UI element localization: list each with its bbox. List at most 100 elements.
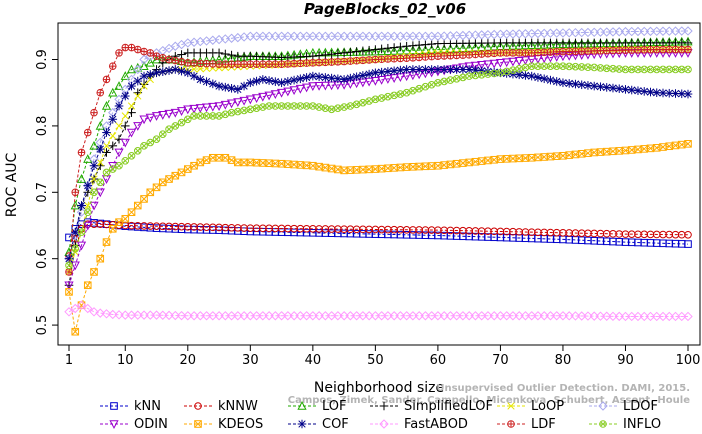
data-point-cof — [258, 75, 268, 84]
data-point-odin — [470, 61, 481, 71]
data-point-inflo — [421, 82, 430, 91]
data-point-inflo — [584, 63, 592, 72]
data-point-odin — [320, 81, 330, 91]
data-point-cof — [83, 181, 93, 190]
data-point-kdeos — [659, 143, 667, 151]
data-point-cof — [346, 73, 355, 83]
data-point-kdeos — [221, 153, 230, 162]
data-point-odin — [83, 221, 93, 231]
data-point-inflo — [108, 165, 117, 173]
data-point-simplifiedlof — [127, 108, 136, 117]
data-point-simplifiedlof — [364, 45, 374, 55]
data-point-ldof — [664, 26, 674, 36]
data-point-inflo — [465, 72, 473, 80]
data-point-ldf — [402, 54, 411, 62]
data-point-fastabod — [583, 311, 593, 321]
data-point-inflo — [409, 86, 417, 95]
data-point-ldf — [365, 56, 373, 64]
data-point-ldf — [209, 60, 217, 68]
data-point-simplifiedlof — [339, 48, 349, 58]
data-point-simplifiedlof — [352, 47, 361, 56]
data-point-ldof — [245, 31, 256, 41]
data-point-inflo — [165, 125, 173, 134]
data-point-ldof — [602, 27, 612, 37]
data-point-cof — [533, 73, 543, 82]
data-point-odin — [376, 76, 387, 85]
data-point-fastabod — [326, 311, 337, 321]
data-point-inflo — [152, 135, 161, 143]
data-point-odin — [276, 88, 287, 98]
data-point-simplifiedlof — [139, 80, 149, 89]
data-point-fastabod — [420, 311, 431, 321]
data-point-odin — [64, 281, 74, 291]
data-point-odin — [95, 188, 105, 198]
series-line-loop — [68, 49, 688, 273]
legend-marker-lof — [297, 401, 307, 410]
data-point-cof — [639, 87, 649, 96]
legend-label-kdeos: KDEOS — [218, 417, 263, 432]
data-point-kdeos — [83, 281, 92, 290]
data-point-kdeos — [334, 165, 342, 174]
data-point-cof — [283, 77, 293, 86]
data-point-kdeos — [227, 156, 236, 164]
data-point-cof — [527, 71, 536, 81]
data-point-inflo — [240, 106, 248, 115]
data-point-ldf — [234, 60, 242, 68]
data-point-simplifiedlof — [427, 39, 436, 49]
data-point-kdeos — [602, 147, 611, 156]
data-point-kdeos — [215, 153, 223, 162]
data-point-ldof — [570, 27, 581, 38]
data-point-knnw — [684, 230, 692, 239]
data-point-cof — [327, 73, 336, 83]
data-point-kdeos — [509, 154, 517, 163]
data-point-cof — [127, 81, 136, 91]
data-point-ldf — [108, 62, 117, 70]
data-point-cof — [246, 78, 255, 88]
data-point-ldf — [684, 45, 692, 54]
data-point-ldof — [283, 31, 293, 41]
x-axis: 1 10 20 30 40 50 60 70 80 90 100 — [65, 345, 700, 368]
data-point-odin — [114, 148, 124, 158]
data-point-fastabod — [495, 311, 506, 321]
data-point-ldof — [289, 31, 299, 41]
data-point-ldof — [433, 31, 443, 41]
data-point-cof — [289, 75, 299, 85]
data-point-fastabod — [608, 311, 618, 322]
data-point-kdeos — [171, 171, 180, 180]
data-point-kdeos — [177, 168, 186, 177]
data-point-fastabod — [114, 310, 124, 320]
data-point-ldf — [83, 128, 92, 137]
data-point-kdeos — [108, 225, 117, 233]
data-point-odin — [76, 241, 87, 251]
data-point-fastabod — [151, 310, 162, 320]
watermark-authors: Campos, Zimek, Sander, Campello, Micenko… — [288, 395, 690, 406]
data-point-odin — [489, 59, 499, 69]
data-point-cof — [614, 84, 624, 94]
data-point-cof — [133, 76, 143, 86]
data-point-ldof — [501, 29, 512, 39]
data-point-simplifiedlof — [371, 45, 380, 54]
data-point-inflo — [183, 115, 192, 124]
data-point-ldof — [470, 30, 481, 40]
data-point-simplifiedlof — [377, 44, 386, 54]
data-point-ldf — [309, 59, 317, 67]
data-point-ldf — [115, 49, 123, 57]
data-point-kdeos — [571, 150, 580, 159]
data-point-fastabod — [314, 311, 324, 321]
data-point-cof — [202, 77, 211, 86]
data-point-fastabod — [670, 311, 681, 322]
data-point-cof — [608, 83, 618, 93]
data-point-inflo — [96, 178, 105, 187]
data-point-cof — [683, 89, 693, 99]
data-point-cof — [396, 65, 405, 75]
data-point-ldof — [633, 26, 643, 37]
data-point-cof — [602, 83, 612, 92]
data-point-kdeos — [96, 254, 105, 263]
data-point-fastabod — [133, 310, 143, 320]
data-point-cof — [596, 82, 605, 92]
data-point-kdeos — [384, 164, 392, 173]
data-point-fastabod — [76, 300, 87, 310]
data-point-inflo — [90, 188, 98, 197]
data-point-fastabod — [658, 311, 668, 322]
data-point-fastabod — [276, 311, 287, 321]
